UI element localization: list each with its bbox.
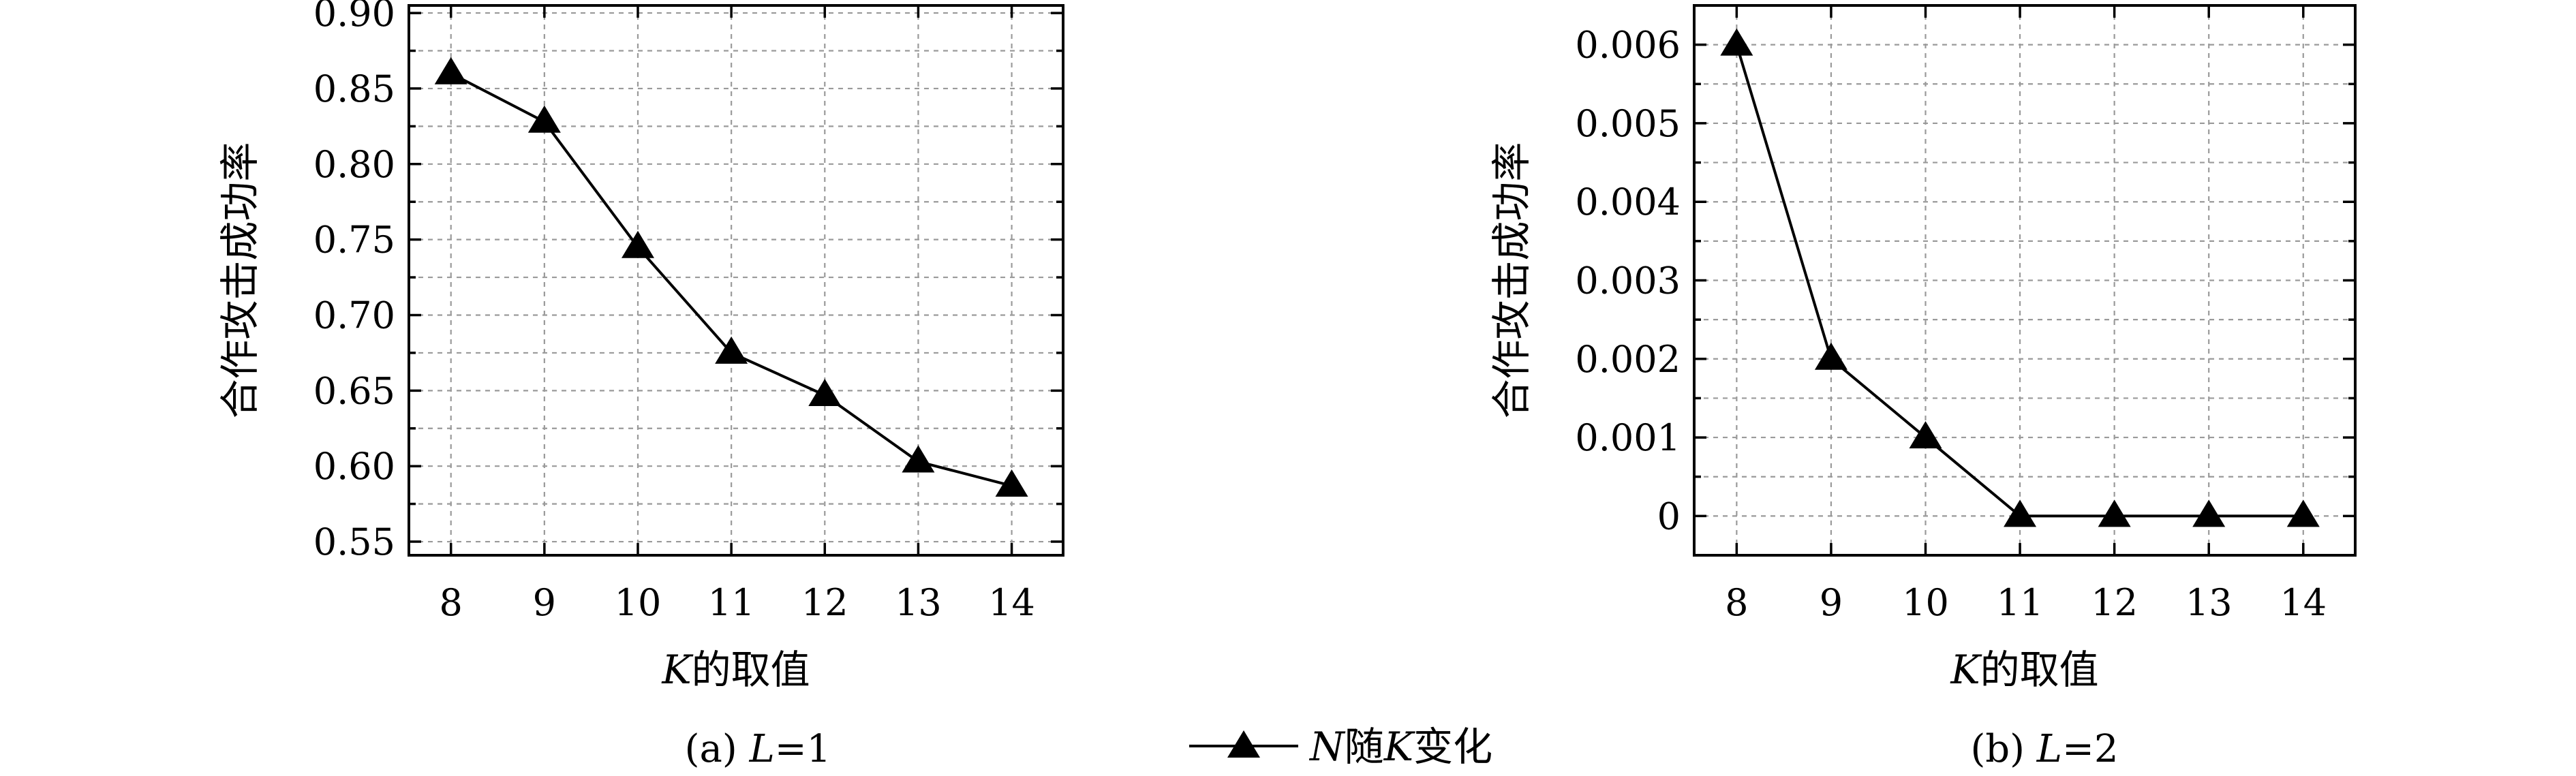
chart-0-y-tick-label-0: 0.55: [313, 521, 395, 563]
legend-label-mid: 随: [1345, 724, 1384, 770]
chart-0-x-axis-title-text: 的取值: [692, 647, 810, 693]
chart-0-series-0-point-5: [902, 445, 935, 473]
chart-0-x-tick-label-4: 12: [801, 581, 848, 624]
chart-1-series-0-point-1: [1814, 342, 1847, 370]
chart-0-y-tick-label-6: 0.85: [313, 67, 395, 110]
chart-1-y-tick-label-5: 0.005: [1575, 102, 1681, 145]
chart-0-series-0-point-6: [995, 469, 1028, 497]
chart-0-x-axis-title: K的取值: [661, 647, 810, 693]
chart-0-x-tick-label-5: 13: [895, 581, 942, 624]
chart-0-y-axis-title: 合作攻击成功率: [217, 142, 263, 418]
legend-label-var: K: [1383, 724, 1416, 770]
chart-1-y-tick-label-2: 0.002: [1575, 338, 1681, 381]
chart-0-series-0-point-4: [808, 378, 842, 406]
chart-1-x-tick-label-2: 10: [1902, 581, 1949, 624]
chart-0-y-tick-label-3: 0.70: [313, 294, 395, 337]
chart-1-series-0-point-4: [2098, 499, 2131, 527]
chart-1-x-tick-label-0: 8: [1725, 581, 1748, 624]
chart-1-x-tick-label-4: 12: [2091, 581, 2138, 624]
chart-1-x-axis-title-text: 的取值: [1980, 647, 2099, 693]
chart-0-y-tick-label-1: 0.60: [313, 445, 395, 488]
chart-0-y-tick-label-5: 0.80: [313, 143, 395, 186]
chart-1-y-tick-label-6: 0.006: [1575, 24, 1681, 67]
chart-0-series-0-point-3: [715, 336, 748, 364]
chart-1-x-tick-label-6: 14: [2280, 581, 2327, 624]
chart-0-plot-frame: [408, 4, 1064, 557]
chart-1-y-tick-label-4: 0.004: [1575, 181, 1681, 223]
chart-0-x-tick-label-2: 10: [615, 581, 662, 624]
legend-label: N随K变化: [1308, 724, 1492, 770]
chart-1-y-tick-label-0: 0: [1657, 495, 1681, 538]
chart-1-x-axis-title: K的取值: [1950, 647, 2098, 693]
chart-0-x-tick-label-3: 11: [708, 581, 755, 624]
chart-1-caption-prefix: (b): [1970, 727, 2036, 771]
chart-0-caption-suffix: =1: [775, 727, 831, 771]
chart-0-x-axis-title-var: K: [661, 647, 694, 693]
chart-1-ticks: [1694, 5, 2355, 555]
chart-1-x-axis-title-var: K: [1950, 647, 1982, 693]
chart-0-caption-var: L: [749, 727, 775, 771]
chart-1-caption: (b) L=2: [1970, 727, 2118, 771]
chart-1-y-axis-title: 合作攻击成功率: [1488, 142, 1535, 418]
chart-panel-a: 0.55 0.60 0.65 0.70 0.75 0.80 0.85 0.90 8 9 10 11 12…: [217, 0, 1064, 771]
chart-0-caption-prefix: (a): [685, 727, 750, 771]
chart-0-series-0-point-0: [434, 57, 467, 84]
chart-0-ticks: [409, 5, 1063, 555]
chart-0-series-0-point-2: [622, 230, 654, 258]
chart-1-series-0-point-6: [2286, 499, 2320, 527]
chart-0-series-0-line: [450, 72, 1013, 487]
chart-1-series-0-point-2: [1909, 421, 1942, 449]
chart-1-x-tick-label-3: 11: [1997, 581, 2044, 624]
chart-0-caption: (a) L=1: [685, 727, 831, 771]
chart-0-x-tick-label-1: 9: [533, 581, 556, 624]
chart-0-y-tick-label-2: 0.65: [313, 369, 395, 412]
chart-1-x-tick-label-1: 9: [1820, 581, 1843, 624]
chart-1-caption-var: L: [2036, 727, 2062, 771]
legend-label-prefix: N: [1308, 724, 1346, 770]
chart-1-series-0-point-5: [2192, 499, 2226, 527]
legend-label-suffix: 变化: [1413, 724, 1492, 770]
chart-0-x-tick-label-6: 14: [988, 581, 1035, 624]
legend-marker-triangle: [1227, 730, 1260, 758]
chart-panel-b: 0 0.001 0.002 0.003 0.004 0.005 0.006 8 9 10 11 12 1…: [1488, 4, 2357, 771]
chart-1-series-0-point-3: [2004, 499, 2037, 527]
chart-0-x-tick-label-0: 8: [440, 581, 463, 624]
chart-1-series-0-point-0: [1720, 28, 1753, 56]
chart-1-caption-suffix: =2: [2062, 727, 2119, 771]
chart-1-x-tick-label-5: 13: [2186, 581, 2233, 624]
chart-0-y-tick-label-7: 0.90: [313, 0, 395, 35]
chart-0-series-0-point-1: [527, 105, 561, 133]
chart-0-y-tick-label-4: 0.75: [313, 219, 395, 262]
chart-1-y-tick-label-3: 0.003: [1575, 260, 1681, 302]
legend: N随K变化: [1189, 724, 1492, 770]
chart-1-grid: [1694, 5, 2355, 555]
chart-1-y-tick-label-1: 0.001: [1575, 416, 1681, 459]
